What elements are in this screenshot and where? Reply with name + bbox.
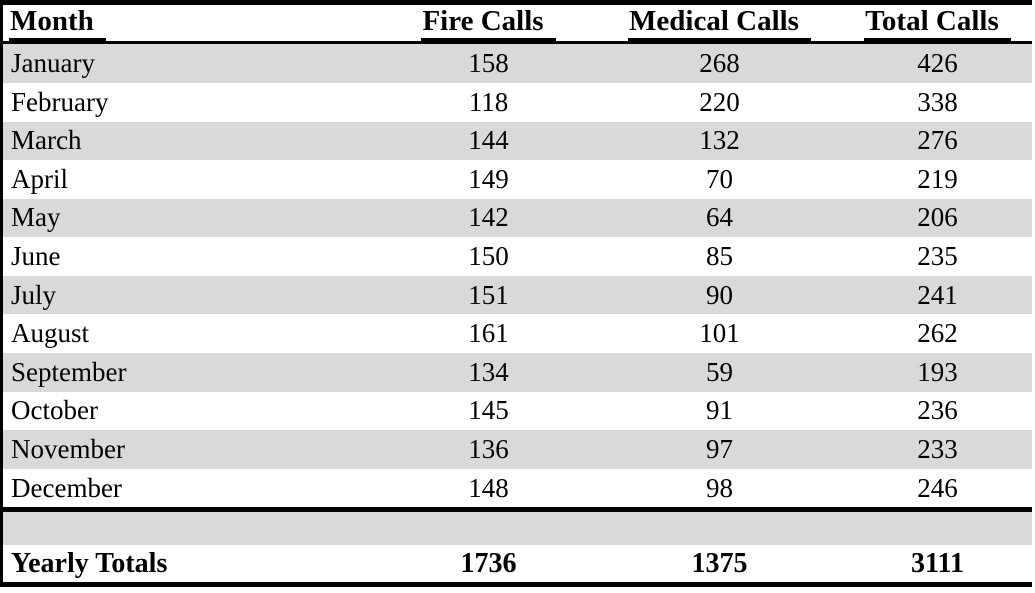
month-cell: April [11,163,68,194]
totals-total-calls-cell: 3111 [843,545,1032,585]
medical-calls-cell: 101 [699,318,740,349]
table-row: July 151 90 241 [1,275,1032,315]
medical-calls-cell: 132 [699,125,740,156]
month-cell: June [11,241,61,272]
medical-calls-cell: 90 [706,279,733,310]
table-row: February 118 220 338 [1,82,1032,122]
month-cell: May [11,202,61,233]
total-calls-cell: 193 [917,356,958,387]
table-row: May 142 64 206 [1,198,1032,238]
total-calls-cell: 235 [917,241,958,272]
total-calls-cell: 338 [917,86,958,117]
fire-calls-cell: 149 [468,163,509,194]
table-body: January 158 268 426 February 118 220 338… [1,42,1032,510]
medical-calls-cell: 64 [706,202,733,233]
table-row: March 144 132 276 [1,121,1032,161]
fire-calls-cell: 136 [468,434,509,465]
table-row: April 149 70 219 [1,160,1032,199]
total-calls-cell: 246 [917,472,958,503]
month-cell: August [11,318,90,349]
medical-calls-cell: 59 [706,356,733,387]
month-cell: December [11,472,122,503]
totals-label-cell: Yearly Totals [1,545,382,585]
month-cell: March [11,125,82,156]
month-cell: January [11,48,95,79]
fire-calls-cell: 142 [468,202,509,233]
total-calls-cell: 219 [917,163,958,194]
table-row: September 134 59 193 [1,353,1032,392]
medical-calls-cell: 97 [706,434,733,465]
table-row: December 148 98 246 [1,468,1032,510]
month-cell: November [11,434,125,465]
column-header-total-calls: Total Calls [843,2,1032,45]
total-calls-cell: 241 [917,279,958,310]
spacer-cell [1,507,1032,546]
column-header-month-label: Month [9,5,106,42]
month-cell: February [11,86,109,117]
month-cell: September [11,356,127,387]
fire-calls-cell: 150 [468,241,509,272]
table-row: August 161 101 262 [1,314,1032,354]
totals-row: Yearly Totals 1736 1375 3111 [1,545,1032,585]
fire-calls-cell: 118 [468,86,509,117]
fire-calls-cell: 145 [468,395,509,426]
total-calls-cell: 276 [917,125,958,156]
column-header-medical-calls-label: Medical Calls [628,5,811,42]
fire-calls-cell: 158 [468,48,509,79]
fire-calls-cell: 161 [468,318,509,349]
medical-calls-cell: 98 [706,472,733,503]
table-footer: Yearly Totals 1736 1375 3111 [1,507,1032,585]
total-calls-cell: 426 [917,48,958,79]
column-header-fire-calls-label: Fire Calls [421,5,556,42]
spacer-row [1,507,1032,546]
totals-medical-calls-cell: 1375 [595,545,844,585]
total-calls-cell: 233 [917,434,958,465]
total-calls-cell: 236 [917,395,958,426]
month-cell: October [11,395,98,426]
fire-calls-cell: 134 [468,356,509,387]
fire-calls-cell: 151 [468,279,509,310]
medical-calls-cell: 220 [699,86,740,117]
medical-calls-cell: 268 [699,48,740,79]
medical-calls-cell: 85 [706,241,733,272]
total-calls-cell: 262 [917,318,958,349]
table-row: November 136 97 233 [1,430,1032,469]
month-cell: July [11,279,57,310]
column-header-total-calls-label: Total Calls [864,5,1011,42]
medical-calls-cell: 91 [706,395,733,426]
medical-calls-cell: 70 [706,163,733,194]
table-row: October 145 91 236 [1,391,1032,431]
header-row: Month Fire Calls Medical Calls Total Cal… [1,2,1032,45]
column-header-medical-calls: Medical Calls [595,2,844,45]
fire-calls-cell: 144 [468,125,509,156]
table-row: January 158 268 426 [1,42,1032,83]
total-calls-cell: 206 [917,202,958,233]
table-row: June 150 85 235 [1,237,1032,276]
column-header-month: Month [1,2,382,45]
fire-calls-cell: 148 [468,472,509,503]
column-header-fire-calls: Fire Calls [381,2,596,45]
totals-fire-calls-cell: 1736 [381,545,596,585]
